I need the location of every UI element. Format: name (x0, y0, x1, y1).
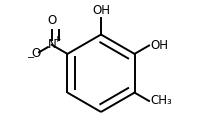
Text: −: − (27, 53, 35, 63)
Text: N: N (47, 38, 56, 51)
Text: O: O (47, 14, 56, 27)
Text: OH: OH (150, 39, 168, 52)
Text: CH₃: CH₃ (150, 94, 172, 107)
Text: +: + (54, 36, 61, 44)
Text: OH: OH (92, 4, 110, 17)
Text: O: O (32, 47, 41, 60)
